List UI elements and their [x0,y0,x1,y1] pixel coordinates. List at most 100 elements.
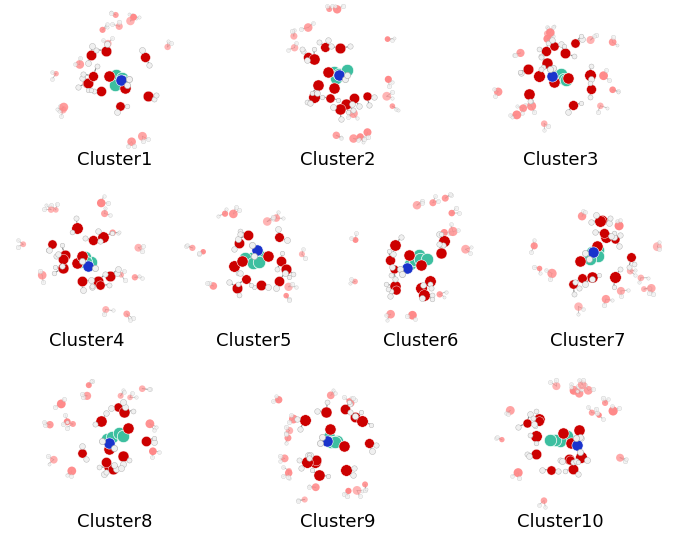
Point [526,102,537,111]
Point [277,249,288,258]
Point [144,60,155,69]
Point [491,433,502,441]
Point [566,383,576,391]
Point [575,32,586,41]
Point [344,42,355,51]
Point [433,229,444,238]
Point [70,59,80,68]
Point [312,406,323,415]
Point [385,287,396,296]
Point [86,376,97,385]
Point [283,472,294,481]
Point [284,426,295,435]
Point [57,262,68,271]
Point [263,282,273,291]
Point [613,88,624,97]
Point [60,410,71,419]
Point [74,60,85,69]
Point [148,434,159,443]
Point [86,276,97,285]
Point [287,26,298,35]
Point [577,375,588,384]
Point [539,496,549,505]
Point [54,101,65,110]
Point [116,74,127,83]
Point [427,294,438,303]
Point [103,39,113,48]
Point [583,254,594,263]
Point [585,36,596,44]
Point [322,1,333,10]
Point [113,17,124,26]
Point [610,273,620,282]
Point [104,280,115,289]
Point [554,456,565,465]
Point [335,133,346,142]
Point [111,108,122,117]
Point [609,229,620,238]
Point [591,31,601,40]
Point [303,23,314,32]
Point [529,108,540,117]
Point [82,58,93,67]
Point [534,44,545,53]
Point [113,265,124,274]
Point [362,128,373,137]
Point [361,92,372,101]
Point [586,61,597,70]
Point [329,1,340,10]
Point [609,232,620,241]
Point [597,414,608,423]
Point [267,212,278,221]
Point [235,227,246,236]
Point [118,266,129,275]
Point [296,45,307,54]
Point [652,242,663,251]
Point [116,76,127,85]
Point [306,466,317,475]
Point [574,257,585,266]
Point [308,93,319,102]
Point [329,83,340,92]
Point [131,14,142,23]
Point [466,243,477,252]
Point [234,206,244,215]
Point [440,193,451,202]
Point [228,210,239,219]
Point [267,215,278,224]
Point [322,471,333,480]
Point [557,457,568,466]
Point [402,264,412,273]
Point [454,208,464,217]
Point [128,141,139,150]
Point [620,454,631,463]
Point [81,78,92,87]
Point [529,262,539,271]
Point [568,387,578,396]
Point [346,399,356,408]
Point [248,283,259,292]
Point [246,280,256,289]
Point [296,24,306,33]
Point [35,267,46,276]
Point [570,456,581,465]
Point [439,237,450,246]
Point [43,452,54,461]
Point [317,93,327,102]
Point [582,455,593,464]
Point [606,232,617,241]
Point [542,24,553,33]
Point [335,44,346,53]
Point [418,280,429,289]
Point [331,436,342,445]
Point [568,436,578,445]
Point [118,408,129,416]
Point [147,453,158,461]
Point [525,96,536,105]
Point [325,93,335,102]
Point [73,83,84,92]
Point [46,68,57,77]
Point [439,228,450,237]
Point [536,64,547,73]
Point [614,215,625,224]
